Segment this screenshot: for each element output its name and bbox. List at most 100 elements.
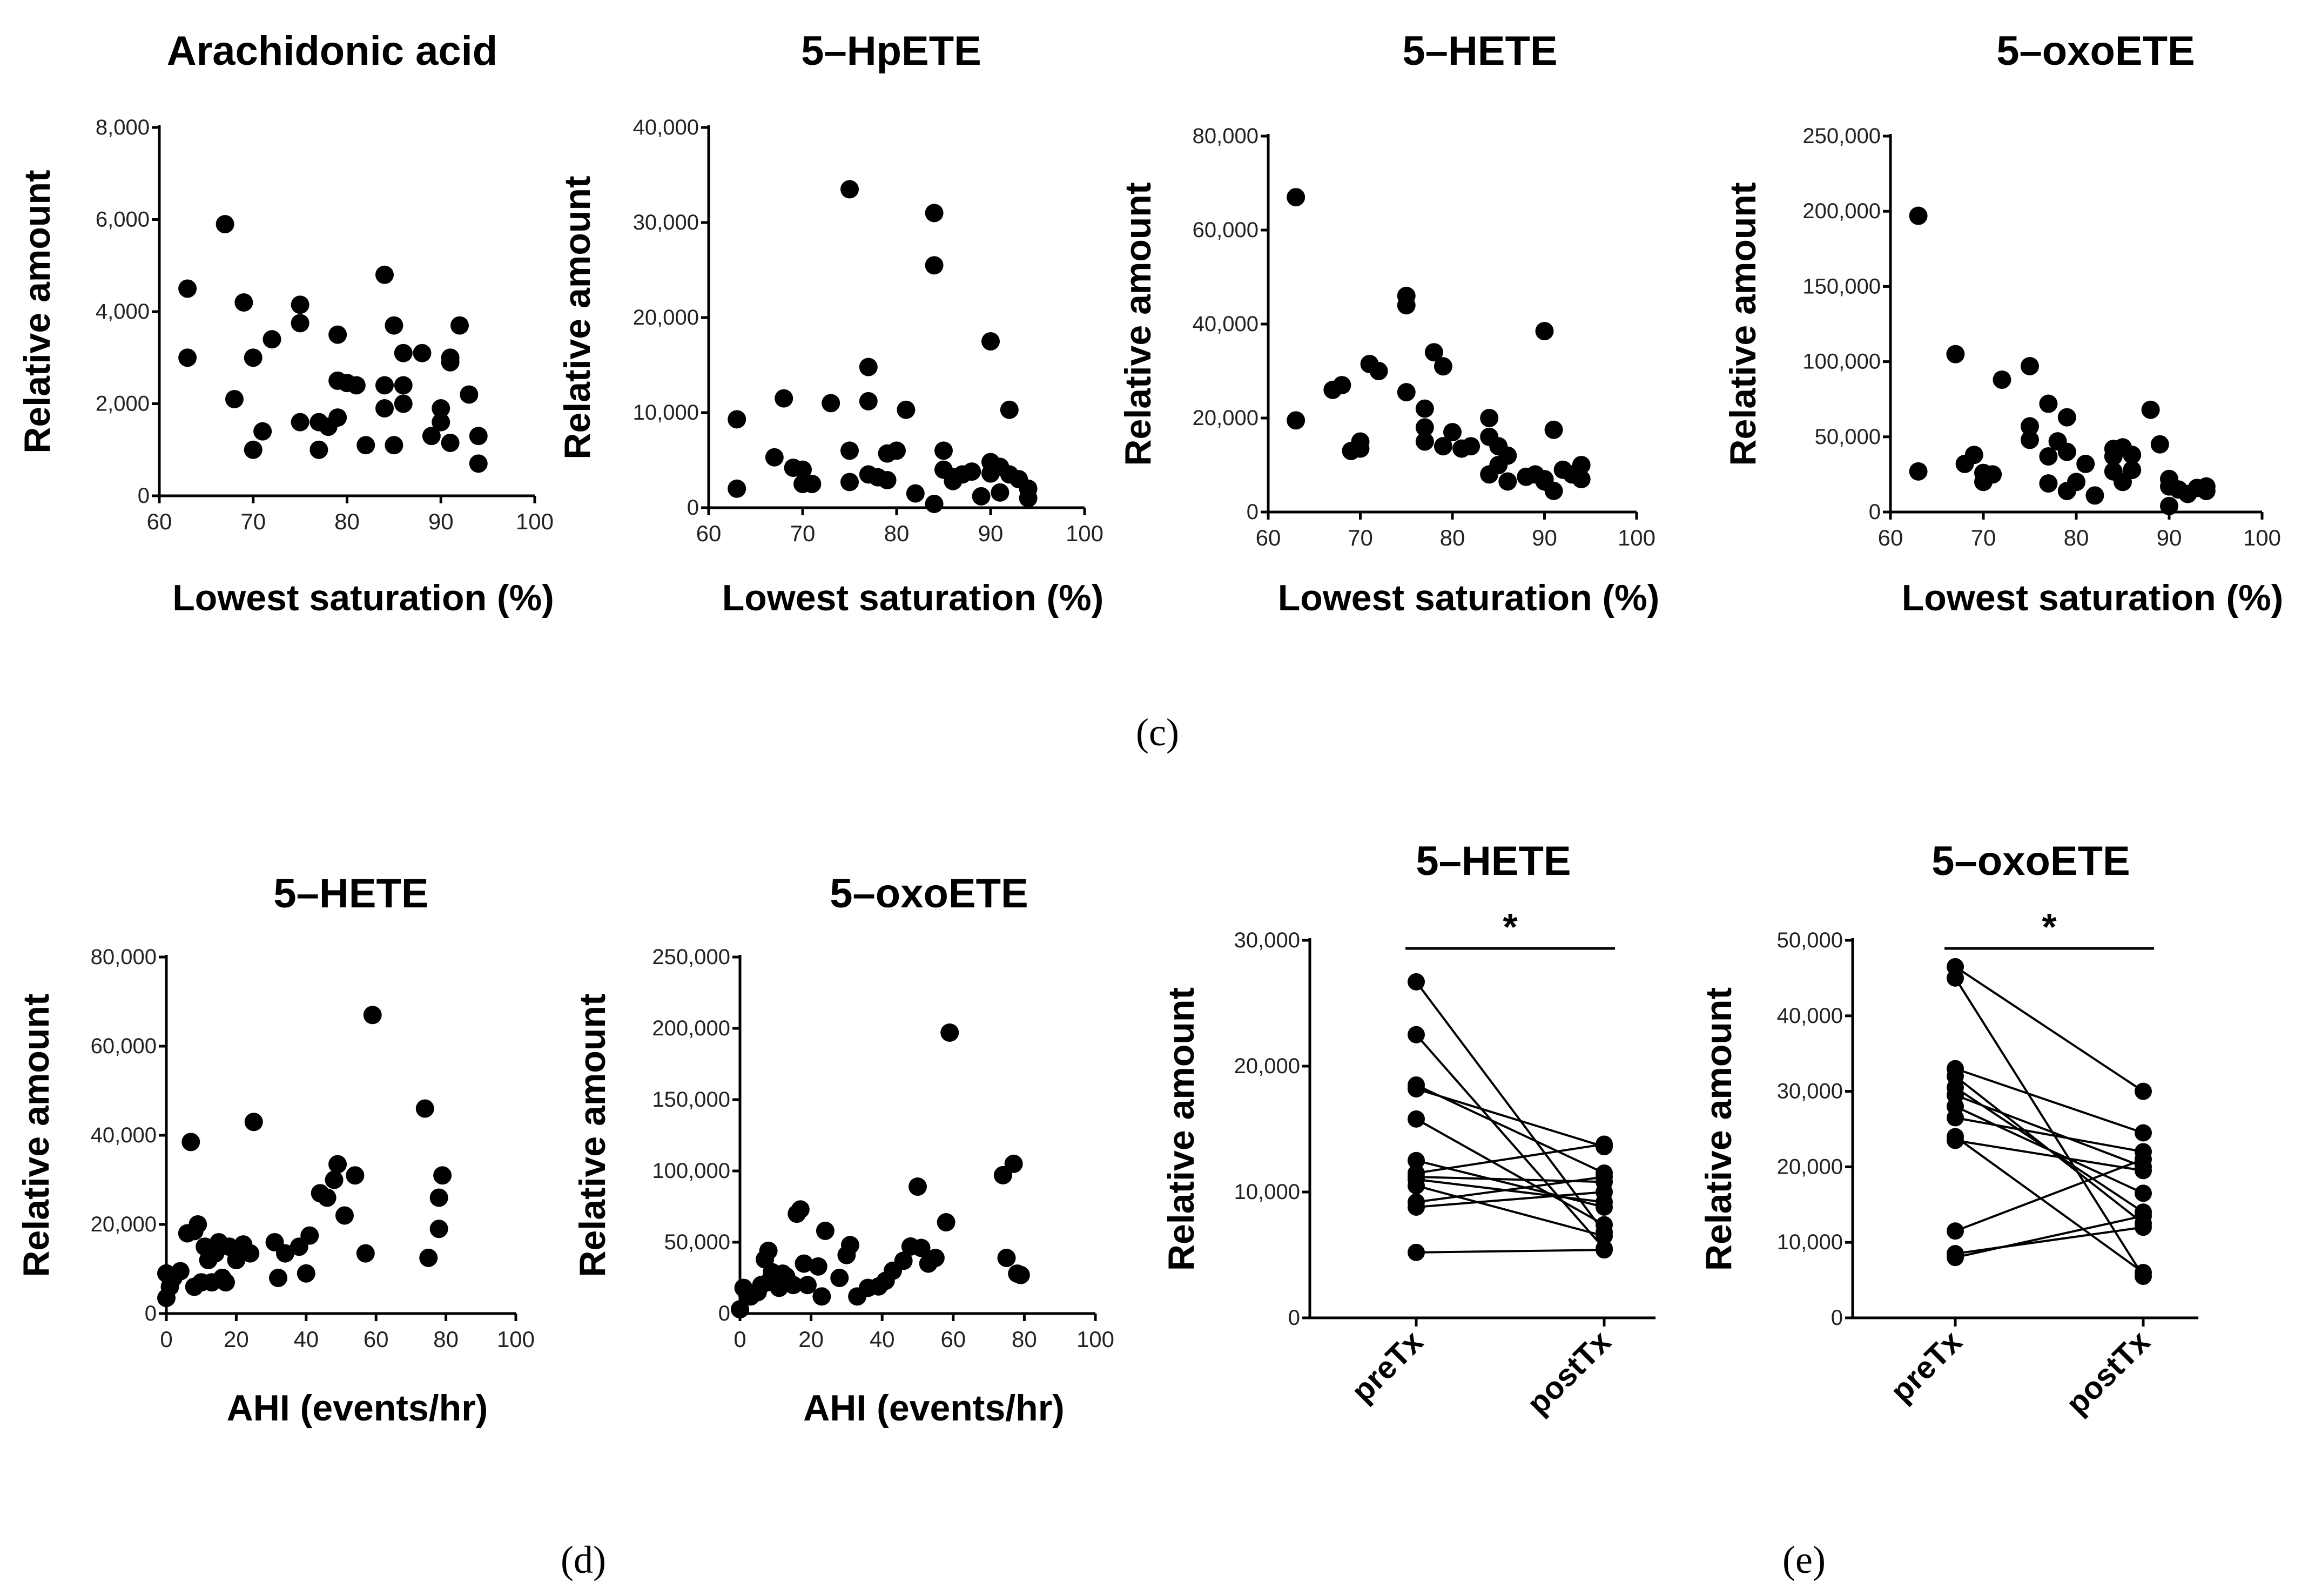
y-tick-label-c3: 0 [1247, 500, 1259, 524]
data-point-c4 [2123, 446, 2142, 464]
chart-title-c2: 5–HpETE [801, 28, 981, 74]
data-point-c3 [1397, 296, 1416, 315]
x-tick-label-d2: 40 [870, 1326, 895, 1352]
data-point-c1 [469, 427, 488, 446]
y-tick-label-c1: 6,000 [96, 208, 150, 232]
data-point-e2 [1947, 1249, 1964, 1267]
data-point-d1 [356, 1244, 375, 1263]
significance-star-e1: * [1503, 906, 1518, 948]
data-point-e1 [1596, 1227, 1613, 1245]
x-tick-label-c1: 90 [428, 509, 454, 534]
x-tick-label-c2: 90 [978, 521, 1004, 546]
data-point-c2 [840, 180, 859, 199]
data-point-c2 [934, 441, 953, 460]
y-tick-label-c2: 20,000 [633, 306, 699, 329]
data-point-e1 [1596, 1241, 1613, 1259]
data-point-c2 [803, 475, 822, 493]
data-point-c4 [1909, 206, 1928, 225]
data-point-c4 [2160, 496, 2178, 515]
data-point-c3 [1369, 362, 1388, 380]
x-tick-label-c4: 100 [2243, 525, 2281, 550]
panel-label-e: (e) [1782, 1538, 1826, 1581]
data-point-c4 [2039, 394, 2058, 413]
pair-line-e2 [1955, 1094, 2144, 1168]
data-point-c3 [1462, 437, 1480, 456]
data-point-c4 [1909, 462, 1928, 481]
data-point-c2 [1000, 400, 1019, 419]
pair-line-e2 [1955, 1226, 2144, 1255]
data-point-d1 [419, 1248, 438, 1267]
data-point-c4 [1993, 371, 2011, 389]
y-tick-label-c2: 40,000 [633, 116, 699, 139]
y-tick-label-c2: 10,000 [633, 401, 699, 425]
y-tick-label-c3: 60,000 [1193, 218, 1259, 242]
data-point-d1 [363, 1006, 382, 1025]
data-point-e1 [1408, 1198, 1425, 1216]
data-point-c3 [1535, 322, 1554, 341]
data-point-d2 [894, 1251, 913, 1270]
data-point-c1 [450, 316, 469, 335]
data-point-c3 [1415, 399, 1434, 418]
x-tick-label-d2: 80 [1012, 1326, 1037, 1352]
data-point-e1 [1596, 1168, 1613, 1186]
data-point-e1 [1408, 1110, 1425, 1128]
data-point-c2 [887, 441, 906, 460]
data-point-c1 [385, 436, 403, 455]
y-tick-label-e2: 40,000 [1777, 1004, 1843, 1028]
data-point-c1 [234, 293, 253, 312]
y-axis-label-c3: Relative amount [1118, 182, 1159, 466]
data-point-c1 [394, 344, 413, 362]
data-point-c1 [328, 408, 347, 427]
y-tick-label-e1: 10,000 [1234, 1180, 1300, 1204]
data-point-e2 [1947, 1132, 1964, 1149]
data-point-c1 [356, 436, 375, 455]
data-point-c2 [822, 394, 840, 413]
data-point-c1 [441, 433, 460, 452]
data-point-d2 [784, 1276, 803, 1295]
pair-line-e2 [1954, 966, 2144, 1093]
y-tick-label-d2: 200,000 [652, 1016, 730, 1040]
data-point-c4 [2057, 408, 2076, 427]
y-tick-label-e2: 20,000 [1777, 1155, 1843, 1179]
pair-line-e1 [1416, 1184, 1605, 1237]
data-point-d1 [297, 1264, 315, 1283]
data-point-c2 [728, 479, 746, 498]
data-point-c1 [375, 265, 394, 284]
y-tick-label-d1: 20,000 [91, 1213, 157, 1236]
pair-line-e2 [1955, 1139, 2144, 1172]
data-point-c1 [244, 440, 263, 459]
data-point-e1 [1408, 1151, 1425, 1169]
pair-line-e1 [1416, 1191, 1605, 1208]
category-label-e1: preTx [1345, 1324, 1430, 1409]
data-point-c3 [1415, 418, 1434, 437]
significance-star-e2: * [2042, 906, 2057, 948]
data-point-d1 [429, 1220, 448, 1238]
data-point-d1 [171, 1262, 190, 1281]
data-point-d2 [1011, 1265, 1030, 1284]
x-tick-label-d1: 0 [160, 1326, 172, 1352]
data-point-c1 [469, 454, 488, 473]
x-axis-label-c4: Lowest saturation (%) [1902, 577, 2284, 618]
data-point-c3 [1498, 472, 1517, 491]
x-axis-label-d2: AHI (events/hr) [803, 1388, 1065, 1429]
data-point-c1 [375, 399, 394, 418]
data-point-e2 [2135, 1184, 2152, 1202]
data-point-c1 [216, 215, 234, 234]
y-tick-label-d2: 0 [718, 1302, 730, 1325]
y-tick-label-c2: 0 [687, 496, 699, 520]
data-point-c2 [859, 358, 878, 376]
y-axis-label-c4: Relative amount [1722, 182, 1764, 466]
panel-label-d: (d) [561, 1538, 606, 1581]
data-point-c1 [432, 399, 450, 418]
x-tick-label-c1: 70 [240, 509, 266, 534]
data-point-c2 [1019, 489, 1038, 508]
chart-title-c4: 5–oxoETE [1996, 28, 2195, 74]
pair-line-e2 [1955, 1067, 2144, 1134]
chart-title-e1: 5–HETE [1416, 838, 1571, 884]
data-point-c1 [375, 376, 394, 395]
pair-line-e1 [1415, 1034, 1605, 1250]
x-tick-label-c2: 100 [1066, 521, 1103, 546]
y-axis-label-e1: Relative amount [1161, 987, 1202, 1271]
data-point-d2 [830, 1269, 849, 1287]
data-point-c2 [878, 470, 897, 489]
